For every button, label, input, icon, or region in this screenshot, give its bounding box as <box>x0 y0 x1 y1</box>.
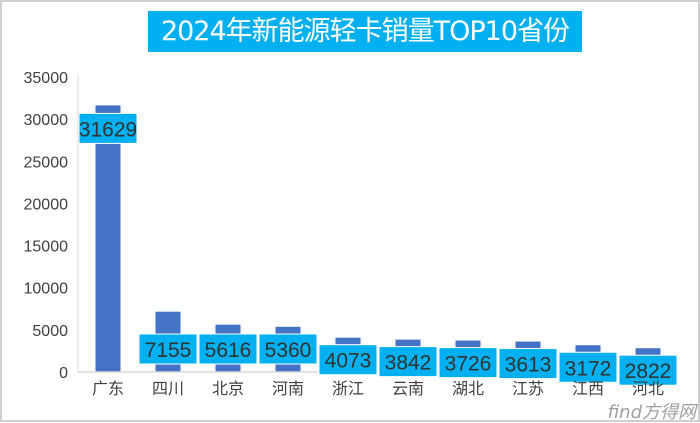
watermark: find方得网 <box>607 402 696 423</box>
data-label-box <box>378 346 438 378</box>
x-tick-label: 北京 <box>212 379 244 398</box>
y-tick-label: 0 <box>59 365 68 382</box>
y-tick-label: 10000 <box>24 281 69 298</box>
data-label: 2822 <box>625 360 672 383</box>
data-label: 7155 <box>145 339 192 362</box>
chart-title: 2024年新能源轻卡销量TOP10省份 <box>148 11 582 52</box>
data-label-box <box>258 333 318 365</box>
y-tick-label: 15000 <box>24 239 69 256</box>
y-tick-label: 20000 <box>24 196 69 213</box>
y-tick-label: 35000 <box>24 70 69 87</box>
x-tick-label: 河南 <box>272 379 304 398</box>
data-label: 5360 <box>265 339 312 362</box>
data-label: 3613 <box>505 354 552 377</box>
data-label-box <box>498 348 558 380</box>
data-label-box <box>138 333 198 365</box>
bar <box>95 105 121 372</box>
data-label: 3726 <box>445 353 492 376</box>
data-label-box <box>438 347 498 379</box>
data-label: 31629 <box>79 118 137 141</box>
x-tick-label: 湖北 <box>452 379 484 398</box>
data-label: 3172 <box>565 357 612 380</box>
x-tick-label: 江西 <box>572 379 604 398</box>
y-tick-label: 5000 <box>32 323 68 340</box>
data-label-box <box>198 333 258 365</box>
x-tick-label: 浙江 <box>332 379 364 398</box>
x-tick-label: 广东 <box>92 379 124 398</box>
data-label-box <box>618 354 678 386</box>
x-tick-label: 云南 <box>392 379 424 398</box>
data-label-box <box>78 112 138 144</box>
data-label: 5616 <box>205 339 252 362</box>
data-label: 3842 <box>385 352 432 375</box>
y-tick-label: 25000 <box>24 154 69 171</box>
data-label: 4073 <box>325 350 372 373</box>
x-tick-label: 四川 <box>152 379 184 398</box>
y-tick-label: 30000 <box>24 112 69 129</box>
data-label-box <box>318 344 378 376</box>
data-label-box <box>558 351 618 383</box>
x-tick-label: 江苏 <box>512 379 544 398</box>
x-tick-label: 河北 <box>632 379 664 398</box>
